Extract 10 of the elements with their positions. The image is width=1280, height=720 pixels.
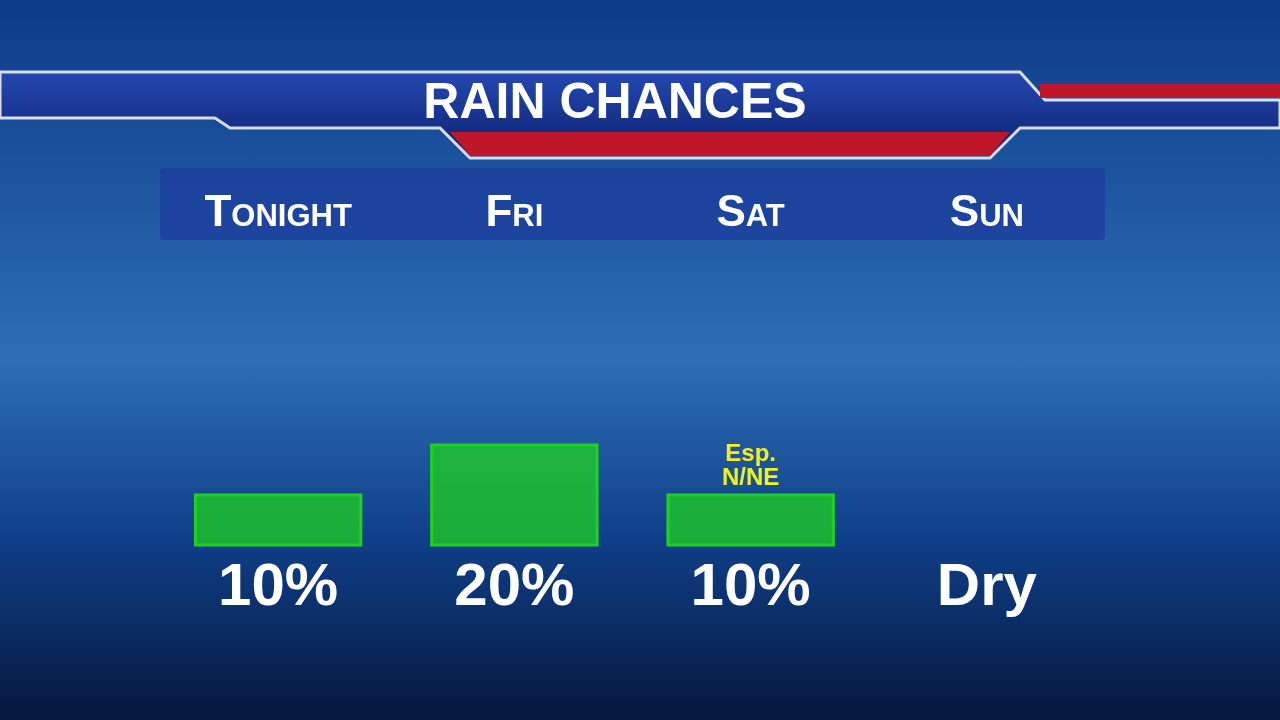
x-tick-label: Sat bbox=[716, 186, 785, 235]
data-label: 20% bbox=[454, 551, 575, 618]
chart-title: RAIN CHANCES bbox=[423, 73, 807, 129]
annotation: Esp. N/NE bbox=[721, 439, 780, 490]
data-label: Dry bbox=[936, 551, 1038, 618]
x-tick-label: Sun bbox=[949, 186, 1024, 235]
x-tick-label: Fri bbox=[485, 186, 544, 235]
x-tick-label: Tonight bbox=[204, 186, 352, 235]
data-label: 10% bbox=[690, 551, 811, 618]
data-label: 10% bbox=[218, 551, 339, 618]
